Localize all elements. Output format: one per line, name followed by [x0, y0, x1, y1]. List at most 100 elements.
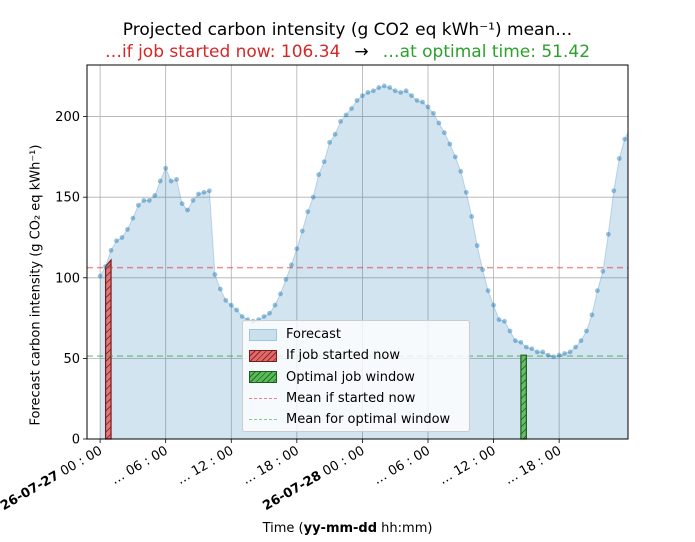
forecast-point [327, 139, 333, 145]
forecast-line [99, 85, 628, 358]
forecast-point [458, 168, 464, 174]
subtitle-now: …if job started now: 106.34 [104, 42, 341, 62]
forecast-point [452, 154, 458, 160]
x-tick-label: … 06 : 00 [371, 443, 433, 487]
legend-item-mean-now: Mean if started now [249, 388, 463, 409]
x-tick-label-time: 00 : 00 [317, 443, 368, 481]
x-tick-label: 26-07-27 00 : 00 [0, 443, 105, 513]
forecast-point [146, 198, 152, 203]
forecast-point [534, 349, 540, 355]
x-tick-label-time: … 12 : 00 [174, 443, 236, 487]
x-tick-label-date: 26-07-27 [0, 468, 62, 514]
y-tick-label: 150 [55, 191, 80, 206]
forecast-point [332, 131, 338, 137]
forecast-point [223, 297, 229, 303]
forecast-point [463, 189, 469, 195]
forecast-point [529, 346, 535, 352]
forecast-point [278, 291, 283, 297]
forecast-point [201, 189, 207, 195]
forecast-point [491, 302, 496, 308]
x-axis-label-suffix: hh:mm) [377, 521, 433, 536]
forecast-point [305, 209, 311, 215]
forecast-point [114, 238, 119, 244]
forecast-point [639, 124, 644, 129]
forecast-point [403, 88, 409, 94]
forecast-point [513, 338, 518, 344]
chart-title: Projected carbon intensity (g CO2 eq kWh… [122, 20, 573, 40]
x-tick-label: … 18 : 00 [502, 443, 564, 487]
forecast-point [267, 310, 272, 316]
forecast-point [376, 85, 382, 90]
forecast-area [100, 85, 628, 439]
chart-subtitle: …if job started now: 106.34 → …at optimal … [0, 42, 695, 62]
forecast-point [578, 338, 584, 344]
forecast-point [179, 201, 185, 207]
legend-item-forecast: Forecast [249, 324, 463, 345]
forecast-point [119, 235, 125, 240]
forecast-point [152, 193, 158, 198]
x-tick-label-time: … 06 : 00 [371, 443, 433, 487]
forecast-point [540, 349, 546, 355]
legend-item-job-now: If job started now [249, 345, 463, 366]
legend: Forecast If job started now Optimal job … [242, 320, 470, 432]
forecast-point [414, 98, 420, 103]
forecast-point [135, 202, 141, 208]
forecast-point [447, 141, 453, 147]
forecast-point [409, 93, 414, 99]
plot-frame [86, 64, 629, 440]
forecast-point [633, 124, 638, 129]
forecast-point [343, 112, 349, 118]
forecast-point [283, 277, 289, 282]
forecast-point [217, 286, 223, 292]
forecast-point [381, 83, 387, 89]
forecast-point [589, 312, 595, 318]
forecast-point [321, 159, 327, 165]
legend-swatch-mean-now [249, 398, 277, 400]
x-tick-label-time: … 18 : 00 [502, 443, 564, 487]
forecast-point [272, 302, 278, 308]
forecast-point [605, 231, 611, 237]
forecast-point [573, 344, 578, 350]
forecast-point [502, 318, 507, 324]
forecast-point [387, 85, 393, 90]
x-axis-label: Time (yy-mm-dd hh:mm) [0, 521, 695, 536]
x-tick-label-time: … 12 : 00 [437, 443, 499, 487]
forecast-point [485, 288, 491, 294]
x-tick-label: … 12 : 00 [437, 443, 499, 487]
forecast-point [567, 349, 573, 355]
x-tick-label-time: … 06 : 00 [109, 443, 171, 487]
x-axis-label-bold: yy-mm-dd [303, 521, 378, 536]
legend-label-job-optimal: Optimal job window [286, 369, 415, 385]
forecast-point [239, 314, 245, 319]
forecast-point [288, 262, 294, 268]
legend-swatch-job-optimal [249, 371, 277, 384]
subtitle-arrow: → [354, 42, 369, 62]
job-now-window-hatch [104, 258, 112, 440]
forecast-point [425, 104, 431, 110]
forecast-point [185, 207, 190, 213]
forecast-point [207, 188, 212, 194]
y-tick-label: 0 [72, 433, 80, 448]
forecast-point [420, 99, 425, 105]
forecast-point [310, 194, 316, 200]
forecast-point [261, 314, 267, 319]
forecast-point [370, 88, 376, 94]
legend-item-mean-optimal: Mean for optimal window [249, 409, 463, 430]
forecast-point [338, 119, 343, 124]
legend-swatch-forecast [249, 328, 277, 341]
forecast-point [562, 351, 568, 356]
subtitle-optimal: …at optimal time: 51.42 [382, 42, 591, 62]
forecast-point [474, 243, 480, 248]
forecast-point [480, 267, 486, 273]
forecast-point [163, 165, 169, 171]
forecast-point [365, 90, 371, 95]
forecast-point [600, 268, 606, 274]
x-tick-label: … 12 : 00 [174, 443, 236, 487]
forecast-point [644, 124, 649, 129]
forecast-point [354, 98, 360, 103]
x-tick-label-date: 26-07-28 [260, 468, 324, 514]
forecast-point [556, 352, 562, 358]
forecast-point [108, 247, 114, 253]
legend-swatch-job-now [249, 349, 277, 362]
